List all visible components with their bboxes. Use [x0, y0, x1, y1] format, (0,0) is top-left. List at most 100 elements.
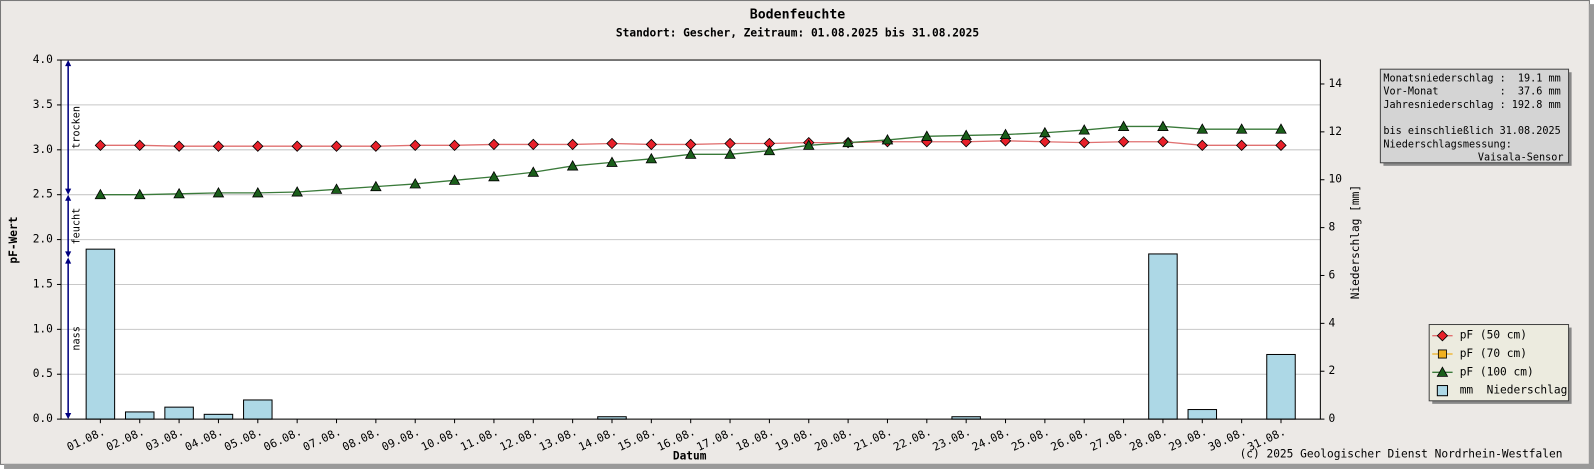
marker: [291, 140, 303, 152]
marker: [133, 188, 146, 200]
marker: [252, 186, 264, 198]
legend-label: pF (50 cm): [1460, 329, 1527, 342]
y2-axis-label: Niederschlag [mm]: [1349, 185, 1362, 299]
zone-label: nass: [71, 326, 82, 350]
marker: [1196, 123, 1209, 134]
chart-title: Bodenfeuchte: [750, 7, 846, 22]
marker: [330, 140, 343, 152]
marker: [212, 140, 225, 152]
y-tick-label: 4.0: [33, 53, 53, 66]
marker: [606, 137, 618, 150]
marker: [684, 148, 697, 159]
y2-tick-label: 14: [1328, 77, 1342, 90]
info-sensor: Vaisala-Sensor: [1478, 153, 1564, 164]
marker: [488, 170, 500, 182]
plot-frame: [60, 59, 1321, 420]
zone-label: feucht: [71, 208, 82, 245]
marker: [488, 138, 500, 151]
legend-label: mm Niederschlag: [1460, 384, 1568, 397]
bar: [1266, 353, 1296, 420]
marker: [842, 136, 854, 148]
marker: [1437, 349, 1447, 359]
chart-subtitle: Standort: Gescher, Zeitraum: 01.08.2025 …: [616, 27, 979, 40]
legend-box: [1428, 324, 1570, 402]
marker: [1039, 136, 1051, 148]
marker: [94, 139, 107, 151]
bar: [85, 248, 116, 420]
copyright: (c) 2025 Geologischer Dienst Nordrhein-W…: [1240, 448, 1563, 461]
marker: [1157, 136, 1169, 148]
legend-label: pF (70 cm): [1460, 347, 1527, 360]
bar: [1187, 409, 1218, 420]
zone-arrowhead: [65, 188, 72, 195]
marker: [645, 138, 658, 151]
y-tick-label: 3.5: [33, 98, 53, 111]
marker: [724, 148, 736, 159]
marker: [802, 139, 815, 150]
info-line: Jahresniederschlag : 192.8 mm: [1383, 100, 1560, 111]
marker: [527, 138, 539, 151]
bar: [243, 399, 273, 420]
info-line: Monatsniederschlag : 19.1 mm: [1383, 73, 1560, 84]
info-line: Vor-Monat : 37.6 mm: [1383, 87, 1560, 98]
marker: [173, 187, 185, 199]
marker: [1275, 123, 1287, 134]
marker: [1078, 124, 1091, 135]
y-tick-label: 3.0: [33, 143, 53, 156]
zone-label: trocken: [71, 106, 82, 149]
zone-arrowhead: [65, 257, 72, 264]
bar: [124, 411, 155, 420]
y2-tick-label: 10: [1328, 173, 1341, 186]
marker: [566, 160, 579, 171]
y2-tick-label: 4: [1328, 316, 1335, 329]
marker: [1078, 136, 1090, 149]
marker: [1436, 330, 1449, 342]
marker: [252, 140, 264, 152]
marker: [370, 180, 382, 192]
marker: [409, 177, 421, 189]
x-axis-label: Datum: [673, 450, 707, 463]
y-axis-label: pF-Wert: [7, 217, 20, 264]
marker: [173, 140, 185, 152]
y2-tick-label: 12: [1328, 125, 1341, 138]
y-tick-label: 2.0: [33, 233, 53, 246]
marker: [645, 152, 658, 164]
legend-swatch: [1436, 385, 1449, 397]
marker: [1235, 123, 1248, 134]
zone-arrowhead: [65, 60, 72, 67]
marker: [134, 139, 146, 151]
legend-label: pF (100 cm): [1460, 365, 1534, 378]
marker: [1436, 366, 1449, 377]
marker: [921, 130, 933, 141]
y-tick-label: 1.5: [33, 277, 53, 290]
marker: [1157, 120, 1169, 131]
zone-arrowhead: [65, 251, 72, 258]
marker: [1117, 136, 1130, 148]
info-line: bis einschließlich 31.08.2025: [1383, 126, 1560, 137]
marker: [960, 129, 972, 140]
marker: [1196, 139, 1208, 151]
y2-tick-label: 0: [1328, 412, 1335, 425]
marker: [999, 128, 1012, 140]
marker: [763, 144, 776, 156]
marker: [606, 156, 618, 167]
bar: [164, 406, 194, 420]
marker: [1235, 139, 1248, 151]
marker: [566, 138, 579, 151]
marker: [881, 134, 894, 145]
marker: [1039, 126, 1051, 138]
zone-arrowhead: [65, 413, 72, 420]
y2-tick-label: 2: [1328, 364, 1335, 377]
y2-tick-label: 8: [1328, 221, 1335, 234]
shadow: [4, 463, 1594, 469]
marker: [448, 139, 461, 151]
zone-arrowhead: [65, 194, 72, 201]
y-tick-label: 0.0: [33, 412, 53, 425]
marker: [527, 166, 540, 177]
marker: [448, 174, 461, 185]
marker: [370, 140, 382, 152]
y-tick-label: 1.0: [33, 322, 53, 335]
info-box: [1379, 68, 1570, 164]
bar: [203, 413, 234, 420]
marker: [330, 183, 343, 194]
